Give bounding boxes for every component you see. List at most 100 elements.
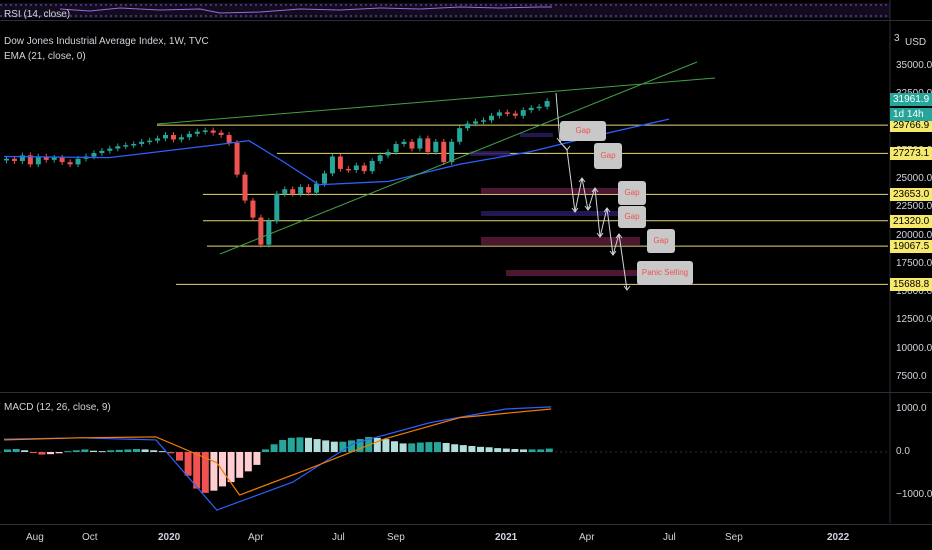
macd-histogram-bar	[21, 450, 29, 452]
candle	[35, 156, 41, 165]
y-tick-label: 22500.0	[896, 201, 932, 213]
x-tick-label: Apr	[248, 532, 264, 543]
callout-label[interactable]: Gap	[618, 206, 646, 228]
macd-histogram-bar	[167, 452, 175, 454]
candle	[123, 145, 129, 147]
candle	[417, 138, 423, 149]
candle	[226, 134, 232, 143]
level-tag: 23653.0	[890, 188, 932, 202]
x-axis-divider	[0, 524, 932, 525]
callout-label[interactable]: Gap	[618, 181, 646, 205]
candle	[306, 187, 312, 193]
macd-histogram-bar	[391, 441, 398, 452]
callout-label[interactable]: Panic Selling	[637, 261, 693, 285]
macd-histogram-bar	[55, 452, 63, 454]
y-tick-label: 15000.0	[896, 286, 932, 298]
candle	[147, 140, 153, 143]
candle	[314, 183, 320, 193]
projection-arrow	[591, 187, 599, 193]
level-tag: 19067.5	[890, 240, 932, 254]
macd-histogram-bar	[339, 441, 347, 452]
candle	[170, 134, 176, 140]
macd-histogram-bar	[81, 449, 89, 452]
candle	[488, 115, 494, 121]
macd-histogram-bar	[107, 450, 115, 452]
currency-label[interactable]: USD	[905, 37, 927, 48]
candle	[115, 146, 121, 149]
y-tick-label: 35000.0	[896, 60, 932, 71]
macd-histogram-bar	[416, 442, 424, 452]
candle	[345, 168, 351, 171]
macd-histogram-bar	[262, 449, 269, 452]
macd-histogram-bar	[244, 452, 252, 472]
macd-line	[3, 406, 552, 511]
callout-label[interactable]: Gap	[647, 229, 675, 253]
candle	[234, 142, 240, 175]
macd-histogram-bar	[124, 449, 132, 452]
price-chart	[3, 22, 891, 392]
macd-histogram-bar	[227, 452, 235, 483]
macd-histogram-bar	[64, 451, 72, 453]
macd-histogram-bar	[4, 449, 11, 452]
x-tick-label: 2020	[158, 532, 181, 543]
macd-histogram-bar	[477, 446, 484, 452]
callout-label[interactable]: Gap	[594, 143, 622, 169]
gap-zone	[481, 188, 640, 194]
candle	[163, 134, 168, 139]
candle	[329, 156, 335, 174]
callout-label[interactable]: Gap	[560, 121, 606, 141]
macd-histogram-bar	[348, 440, 355, 452]
ema-legend: EMA (21, close, 0)	[4, 51, 86, 62]
macd-histogram-bar	[382, 439, 390, 452]
candle	[298, 187, 304, 194]
candle	[131, 144, 137, 146]
candle	[67, 162, 73, 165]
candle	[210, 130, 216, 133]
macd-histogram-bar	[502, 448, 510, 452]
candle	[19, 155, 25, 161]
candle	[194, 131, 200, 134]
candle	[385, 151, 391, 156]
x-tick-label: Sep	[725, 532, 743, 543]
candle	[337, 156, 343, 169]
projection-arrow	[571, 207, 579, 213]
projection-arrow	[563, 145, 571, 151]
macd-histogram-bar	[201, 452, 209, 493]
rsi-legend: RSI (14, close)	[4, 9, 71, 20]
signal-line	[3, 408, 552, 496]
candle	[377, 155, 383, 161]
pane-divider	[0, 20, 932, 21]
candle	[43, 156, 49, 160]
candle	[250, 200, 256, 218]
candle	[290, 189, 296, 194]
macd-histogram-bar	[545, 448, 553, 452]
macd-histogram-bar	[38, 452, 46, 455]
y-tick-label: 7500.0	[896, 371, 927, 382]
macd-histogram-bar	[236, 452, 244, 478]
candle	[401, 141, 407, 145]
countdown-tag: 1d 14h	[890, 108, 932, 121]
candle	[218, 132, 224, 135]
macd-histogram-bar	[425, 442, 433, 452]
last-price-tag: 31961.9	[890, 93, 932, 106]
macd-histogram-bar	[90, 450, 97, 452]
candle	[393, 144, 399, 152]
candle	[504, 112, 510, 114]
macd-histogram-bar	[434, 442, 441, 452]
macd-histogram-bar	[322, 440, 330, 452]
macd-histogram-bar	[193, 452, 201, 489]
macd-histogram-bar	[399, 443, 407, 452]
x-tick-label: 2022	[827, 532, 850, 543]
gap-zone	[520, 133, 553, 137]
candle	[258, 217, 264, 245]
candle	[27, 155, 33, 165]
macd-histogram-bar	[365, 436, 373, 452]
macd-histogram-bar	[12, 448, 20, 452]
candle	[75, 158, 81, 165]
candle	[441, 141, 447, 163]
rsi-pane	[0, 0, 891, 22]
macd-histogram-bar	[511, 448, 519, 452]
candle	[369, 160, 375, 172]
macd-histogram-bar	[451, 444, 459, 452]
projection-arrow	[584, 205, 592, 211]
